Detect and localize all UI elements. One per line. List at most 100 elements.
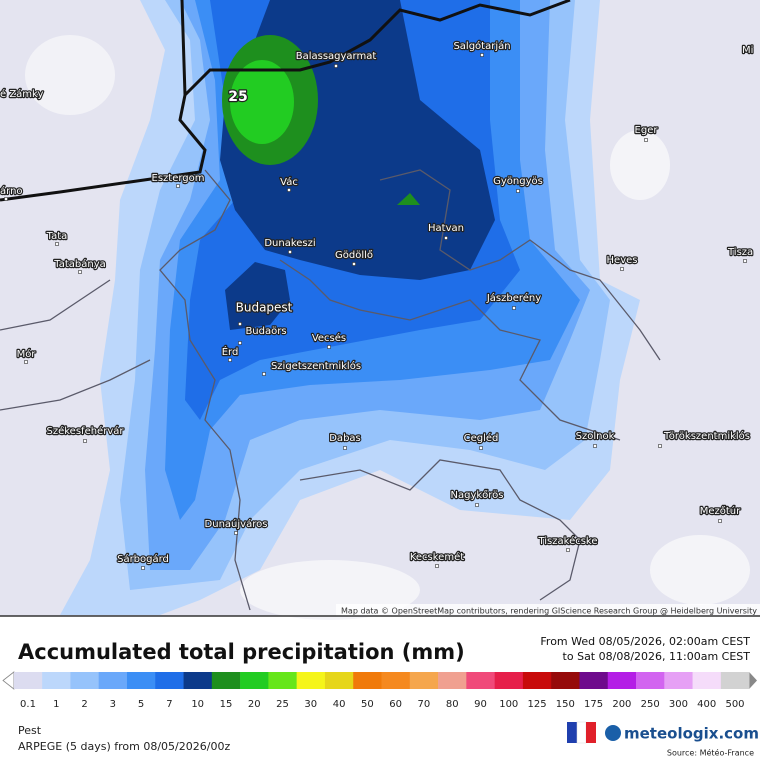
scale-swatch: [607, 672, 637, 689]
scale-label: 90: [474, 699, 487, 710]
city-marker: [593, 444, 597, 448]
scale-swatch: [296, 672, 326, 689]
scale-arrow-right: [749, 672, 757, 689]
city-label: Budapest: [236, 301, 293, 315]
scale-swatch: [98, 672, 128, 689]
city-marker: [516, 189, 520, 193]
scale-swatch: [438, 672, 467, 689]
city-labels: é Zámky árno Balassagyarmat Salgótarján Eger…: [0, 39, 755, 570]
city-marker: [334, 64, 338, 68]
scale-label: 500: [725, 699, 744, 710]
scale-label: 100: [499, 699, 518, 710]
scale-label: 5: [138, 699, 144, 710]
city-label: Gyöngyös: [493, 176, 543, 187]
city-label: Tiszakécske: [537, 535, 597, 547]
city-marker: [658, 444, 662, 448]
scale-label: 15: [220, 699, 233, 710]
city-marker: [718, 519, 722, 523]
source: Source: Météo-France: [667, 748, 754, 758]
city-label: Gödöllő: [335, 249, 373, 261]
city-marker: [176, 184, 180, 188]
french-flag: [567, 721, 596, 744]
scale-swatch: [664, 672, 693, 689]
city-label: Törökszentmiklós: [663, 430, 750, 442]
city-label: Hatvan: [428, 223, 464, 234]
scale-label: 3: [110, 699, 116, 710]
city-label: Heves: [607, 255, 638, 266]
scale-label: 125: [527, 699, 546, 710]
scale-label: 175: [584, 699, 603, 710]
scale-swatch: [353, 672, 382, 689]
city-label: Dunakeszi: [264, 238, 315, 249]
city-marker: [352, 262, 356, 266]
city-label: Dabas: [329, 433, 361, 444]
scale-arrow-left: [2, 671, 15, 690]
scale-swatch: [240, 672, 269, 689]
city-marker: [444, 236, 448, 240]
scale-label: 20: [248, 699, 261, 710]
city-label: Tisza: [727, 247, 753, 258]
model-info: ARPEGE (5 days) from 08/05/2026/00z: [18, 740, 230, 753]
city-marker: [743, 259, 747, 263]
city-marker: [141, 566, 145, 570]
city-label: Székesfehérvár: [47, 425, 125, 437]
city-marker: [288, 250, 292, 254]
scale-label: 0.1: [20, 699, 36, 710]
scale-label: 40: [333, 699, 346, 710]
city-label: Nagykőrös: [450, 489, 503, 501]
brand-icon: [605, 725, 621, 741]
contour-label: 25: [228, 89, 247, 105]
city-label: Sárbogárd: [117, 553, 169, 565]
city-label: Érd: [222, 345, 239, 358]
scale-label: 200: [612, 699, 631, 710]
period-start: From Wed 08/05/2026, 02:00am CEST: [540, 635, 750, 648]
scale-label: 2: [81, 699, 87, 710]
city-label: é Zámky: [0, 88, 43, 100]
scale-label: 250: [641, 699, 660, 710]
scale-swatch: [692, 672, 722, 689]
scale-label: 10: [191, 699, 204, 710]
scale-swatch: [522, 672, 552, 689]
scale-swatch: [268, 672, 297, 689]
brand[interactable]: meteologix.com: [624, 725, 759, 743]
attribution: Map data © OpenStreetMap contributors, r…: [341, 607, 757, 616]
city-marker: [480, 53, 484, 57]
city-label: Jászberény: [486, 292, 541, 304]
scale-label: 60: [389, 699, 402, 710]
scale-swatch: [211, 672, 241, 689]
scale-label: 7: [166, 699, 172, 710]
city-label: Mór: [17, 348, 37, 360]
scale-swatch: [183, 672, 213, 689]
city-marker: [566, 548, 570, 552]
city-marker: [512, 306, 516, 310]
scale-swatch: [13, 672, 43, 689]
city-label: Tatabánya: [53, 258, 106, 270]
city-label: Vecsés: [312, 332, 346, 344]
city-label: Vác: [280, 176, 298, 188]
city-label: Kecskemét: [410, 551, 464, 563]
city-marker: [262, 372, 266, 376]
scale-swatch: [636, 672, 665, 689]
scale-label: 30: [304, 699, 317, 710]
scale-label: 50: [361, 699, 374, 710]
city-marker: [228, 358, 232, 362]
map: 25 é Zámky árno Balassagyarmat Salgótarján E…: [0, 0, 760, 620]
scale-swatch: [551, 672, 580, 689]
city-label: Dunaújváros: [205, 518, 268, 530]
city-label: Cegléd: [464, 432, 499, 444]
city-marker: [435, 564, 439, 568]
scale-label: 400: [697, 699, 716, 710]
city-marker: [55, 242, 59, 246]
city-marker: [327, 345, 331, 349]
scale-label: 70: [418, 699, 431, 710]
city-label: Salgótarján: [453, 40, 510, 52]
color-scale: 0.1 1 2 3 5 7 10 15 20 25 30 40 50 60 70 80 90 100 125 150 1…: [2, 671, 757, 710]
scale-swatch: [155, 672, 184, 689]
city-label: Tata: [46, 231, 68, 242]
scale-swatch: [126, 672, 156, 689]
city-marker: [4, 197, 8, 201]
legend-title: Accumulated total precipitation (mm): [18, 640, 465, 664]
scale-label: 25: [276, 699, 289, 710]
scale-label: 80: [446, 699, 459, 710]
